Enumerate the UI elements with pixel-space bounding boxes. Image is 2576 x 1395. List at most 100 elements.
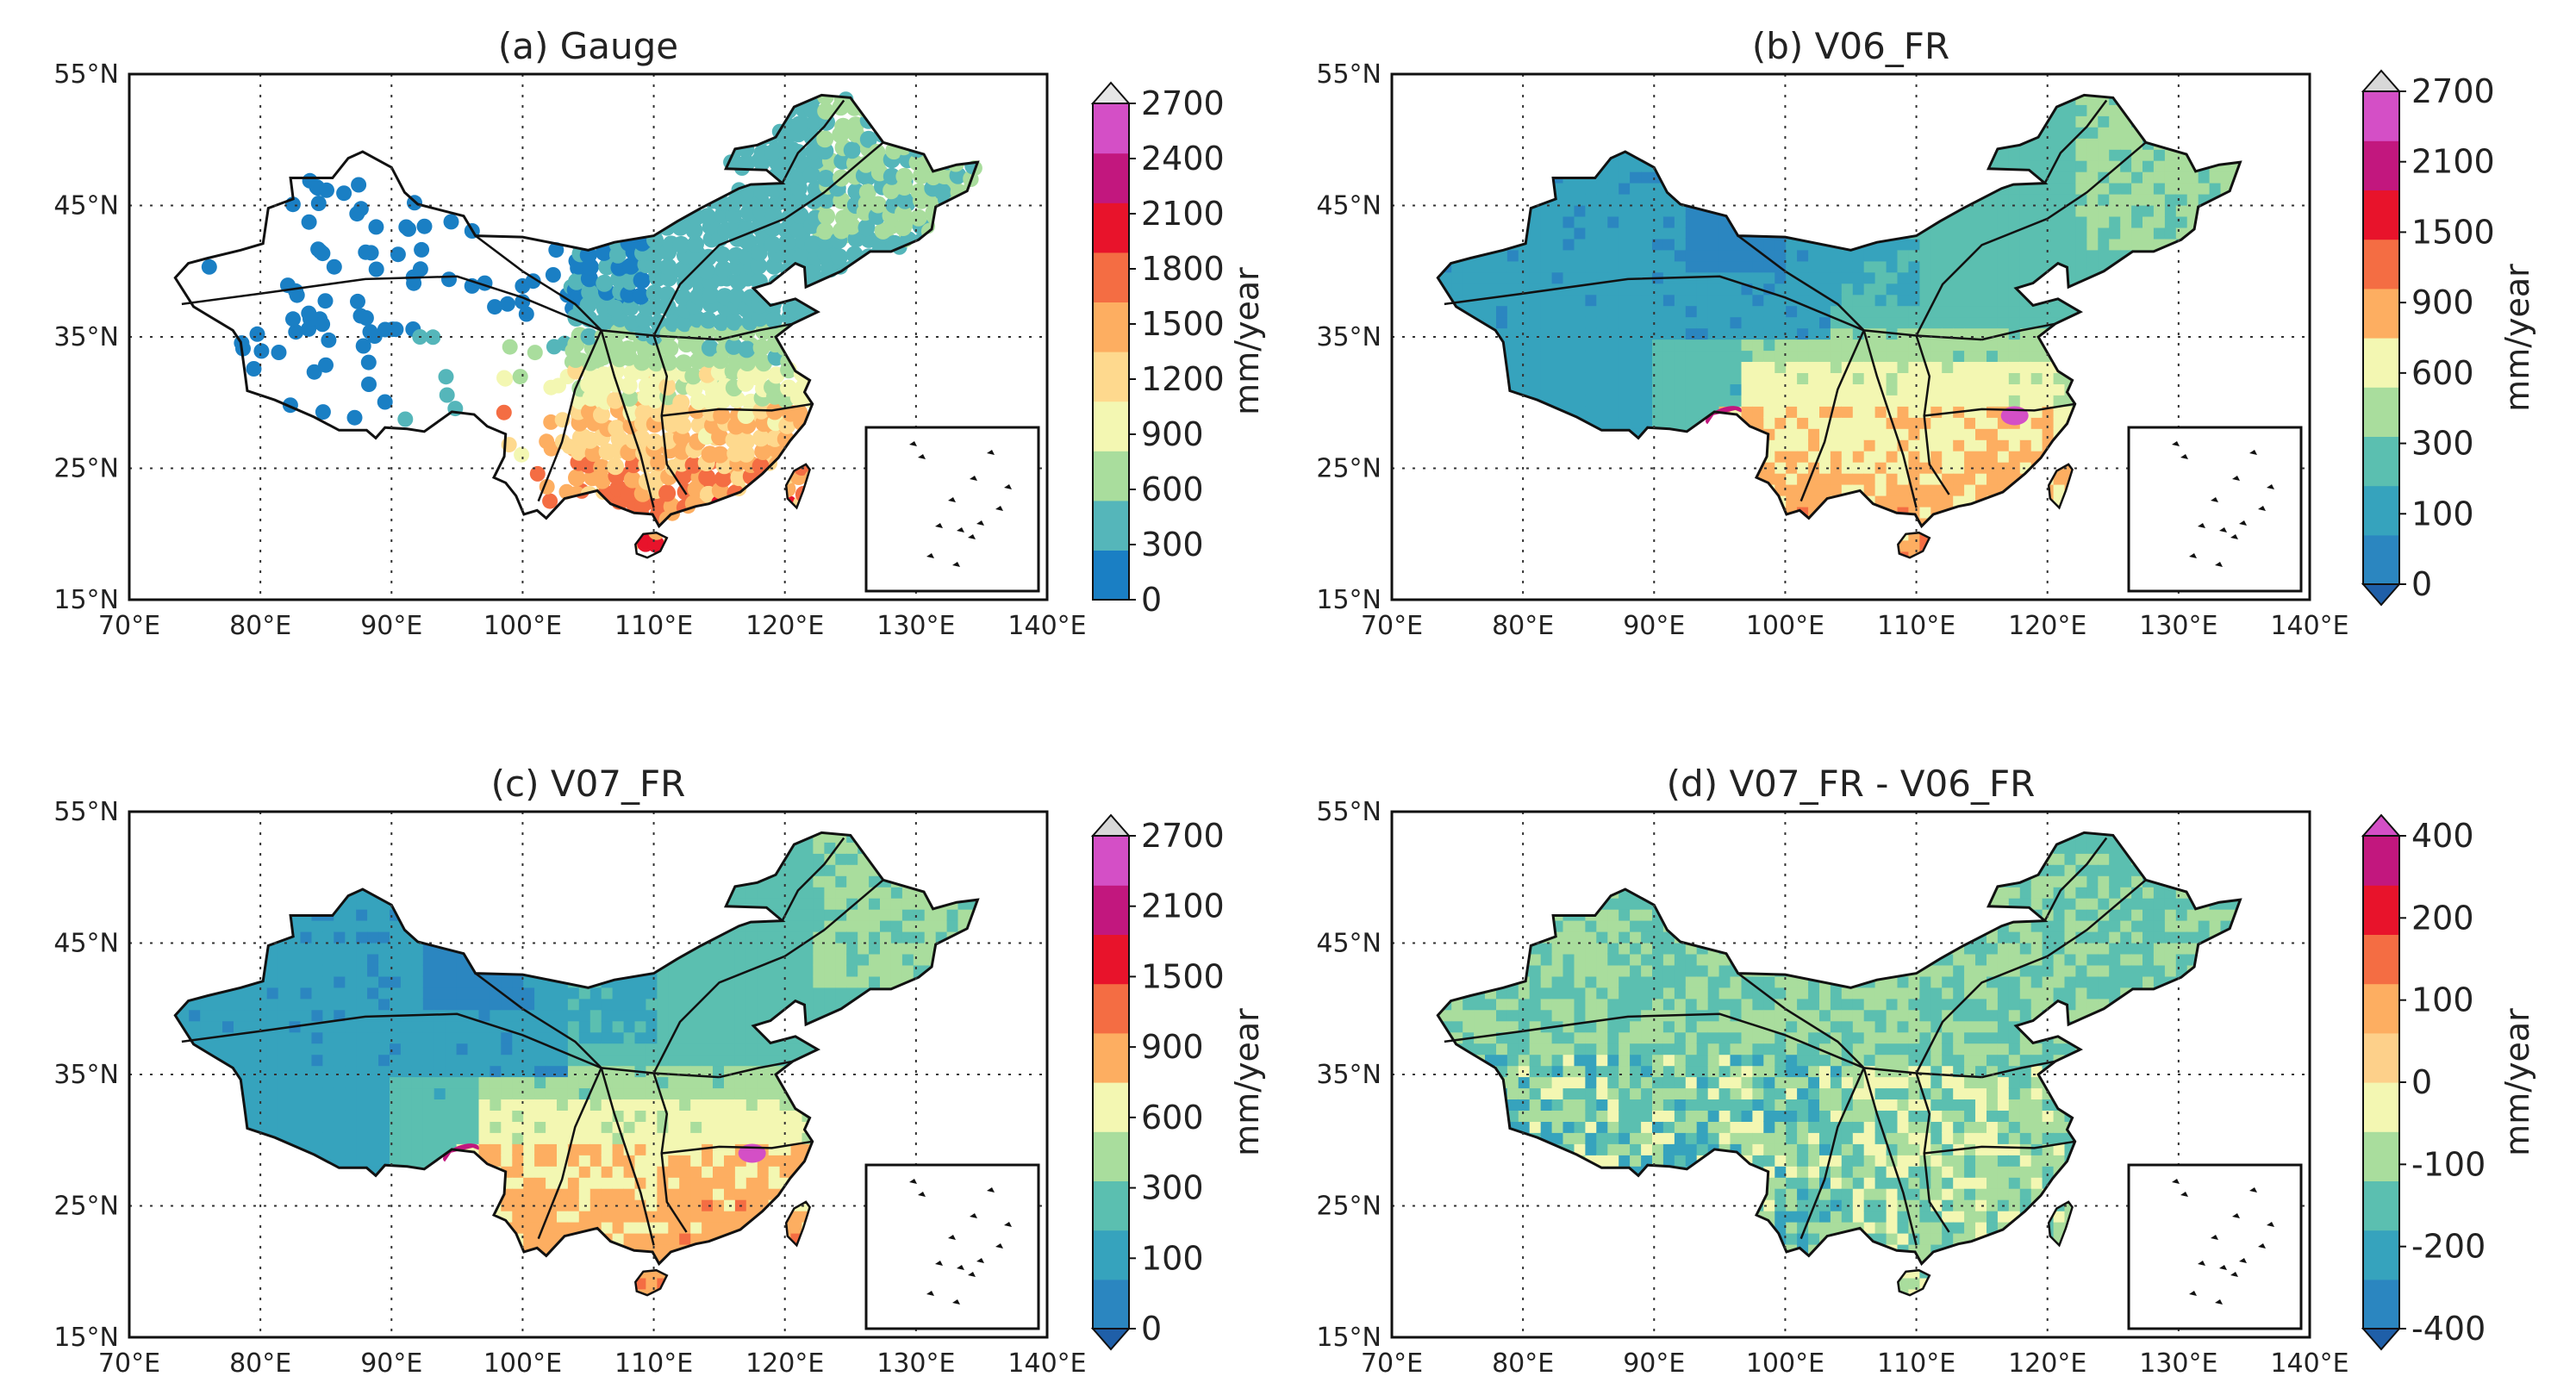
gauge-station <box>738 154 756 172</box>
grid-cell <box>1741 327 1754 340</box>
grid-cell <box>1975 483 1987 496</box>
grid-cell <box>1641 395 1653 407</box>
grid-cell <box>1942 383 1954 395</box>
grid-cell <box>1942 283 1954 296</box>
gauge-station <box>658 286 677 303</box>
y-tick-label: 25°N <box>53 454 119 484</box>
grid-cell <box>1485 305 1497 318</box>
grid-cell <box>2153 148 2166 161</box>
y-tick-label: 55°N <box>53 59 119 90</box>
grid-cell <box>2053 215 2066 228</box>
grid-cell <box>1987 428 1999 440</box>
grid-cell <box>2186 193 2199 206</box>
grid-cell <box>1574 193 1587 206</box>
gauge-station <box>315 316 331 333</box>
x-tick-label: 110°E <box>1877 611 1955 641</box>
grid-cell <box>2131 171 2143 184</box>
grid-cell <box>1874 283 1887 296</box>
grid-cell <box>1630 260 1642 273</box>
gauge-station <box>727 287 745 305</box>
grid-cell <box>1741 383 1754 395</box>
grid-cell <box>1585 249 1598 262</box>
grid-cell <box>1619 372 1631 384</box>
grid-cell <box>1685 227 1698 240</box>
grid-cell <box>1596 305 1609 318</box>
grid-cell <box>1874 305 1887 318</box>
grid-cell <box>1752 238 1765 251</box>
grid-cell <box>1652 182 1664 195</box>
gauge-station <box>368 261 384 277</box>
grid-cell <box>1942 495 1954 508</box>
grid-cell <box>1997 294 2010 307</box>
grid-cell <box>1997 260 2010 273</box>
grid-cell <box>1975 271 1987 284</box>
grid-cell <box>1630 406 1642 418</box>
grid-cell <box>1506 361 1519 373</box>
grid-cell <box>1997 249 2010 262</box>
grid-cell <box>1987 395 1999 407</box>
grid-cell <box>1886 361 1899 373</box>
grid-cell <box>1574 350 1587 362</box>
grid-cell <box>2175 182 2188 195</box>
grid-cell <box>2019 193 2032 206</box>
grid-cell <box>2131 159 2143 172</box>
grid-cell <box>1786 406 1798 418</box>
grid-cell <box>2164 215 2177 228</box>
grid-cell <box>1652 238 1664 251</box>
gauge-station <box>623 470 641 489</box>
region-boundary <box>1862 330 1918 508</box>
grid-cell <box>1797 327 1809 340</box>
grid-cell <box>2008 305 2021 318</box>
grid-cell <box>1518 260 1531 273</box>
grid-cell <box>2008 439 2021 452</box>
gauge-station <box>750 257 768 275</box>
grid-cell <box>1752 383 1765 395</box>
grid-cell <box>1718 350 1731 362</box>
grid-cell <box>1841 417 1854 429</box>
grid-cell <box>1474 260 1486 273</box>
grid-cell <box>1930 238 1943 251</box>
grid-cell <box>2153 215 2166 228</box>
grid-cell <box>2064 182 2077 195</box>
grid-cell <box>1718 305 1731 318</box>
grid-cell <box>1953 350 1965 362</box>
inset-island <box>2172 441 2180 446</box>
grid-cell <box>1819 305 1831 318</box>
grid-cell <box>1786 305 1798 318</box>
grid-cell <box>1964 294 1976 307</box>
grid-cell <box>2075 95 2088 105</box>
inset-island <box>2258 506 2266 511</box>
grid-cell <box>1752 271 1765 284</box>
grid-cell <box>1953 215 1965 228</box>
grid-cell <box>2019 271 2032 284</box>
grid-cell <box>1874 260 1887 273</box>
grid-cell <box>2109 215 2121 228</box>
gauge-station <box>858 184 876 202</box>
x-tick-label: 100°E <box>483 611 562 641</box>
grid-cell <box>1506 372 1519 384</box>
x-tick-label: 140°E <box>2270 611 2348 641</box>
grid-cell <box>1897 395 1910 407</box>
grid-cell <box>1953 428 1965 440</box>
grid-cell <box>2019 227 2032 240</box>
grid-cell <box>2164 227 2177 240</box>
grid-cell <box>1930 450 1943 463</box>
grid-cell <box>1707 395 1720 407</box>
grid-cell <box>2131 193 2143 206</box>
grid-cell <box>1830 450 1843 463</box>
gauge-station <box>496 370 512 386</box>
inset-island <box>976 520 984 526</box>
grid-cell <box>2042 372 2055 384</box>
grid-cell <box>1763 327 1776 340</box>
grid-cell <box>1707 305 1720 318</box>
grid-cell <box>1897 383 1910 395</box>
grid-cell <box>1574 294 1587 307</box>
grid-cell <box>1752 406 1765 418</box>
grid-cell <box>1630 372 1642 384</box>
grid-cell <box>1808 439 1820 452</box>
grid-cell <box>1919 327 1932 340</box>
grid-cell <box>1529 327 1542 340</box>
gauge-station <box>754 443 772 460</box>
grid-cell <box>2053 171 2066 184</box>
grid-cell <box>1619 171 1631 184</box>
